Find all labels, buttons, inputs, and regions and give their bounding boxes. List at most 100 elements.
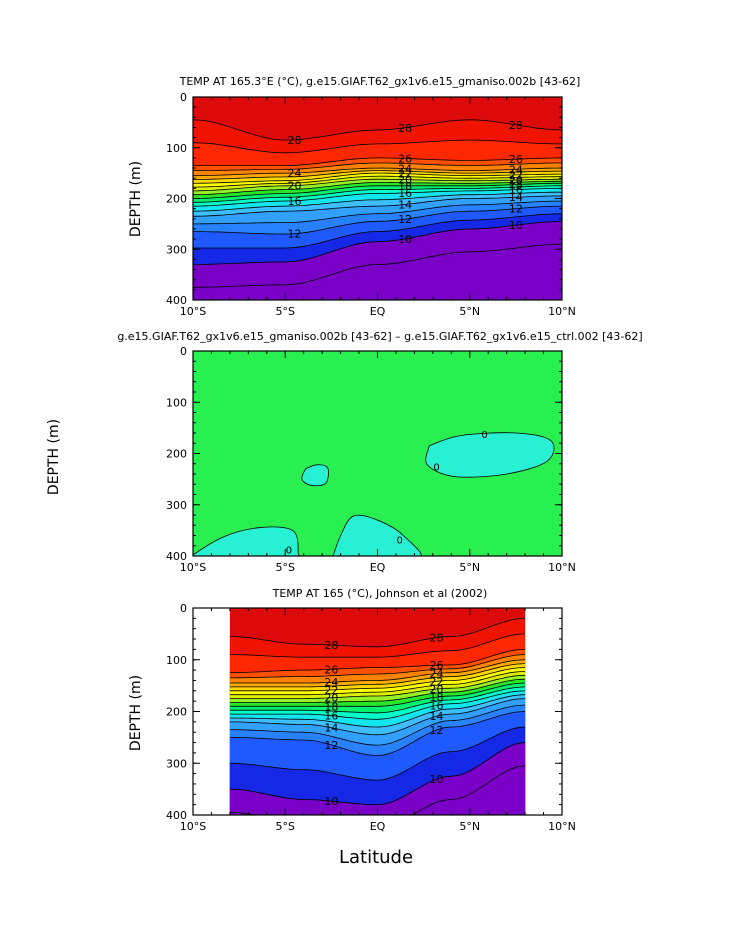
contour-line-13 (229, 704, 526, 746)
contour-label: 22 (509, 169, 523, 182)
contour-label: 20 (509, 174, 523, 187)
contour-line-9 (193, 243, 562, 288)
contour-label: 20 (324, 692, 338, 705)
contour-label: 10 (430, 773, 444, 786)
contour-label: 20 (398, 174, 412, 187)
contour-label: 18 (509, 179, 523, 192)
y-tick-label: 400 (166, 550, 187, 563)
contour-label: 20 (287, 180, 301, 193)
contour-line-17 (193, 185, 562, 203)
contour-line-11 (229, 726, 526, 781)
y-tick-label: 300 (166, 757, 187, 770)
contour-line-19 (193, 180, 562, 196)
contour-label: 16 (398, 187, 412, 200)
contour-label: 22 (398, 168, 412, 181)
contour-label: 18 (398, 180, 412, 193)
panel-1-ylabel: DEPTH (m) (128, 161, 144, 237)
contour-line-16 (193, 187, 562, 207)
contour-label: 12 (430, 724, 444, 737)
contour-line-28 (229, 618, 526, 648)
diff-blob-center-bottom (332, 514, 423, 556)
contour-line-13 (193, 200, 562, 225)
contour-label: 18 (430, 691, 444, 704)
contour-line-26 (229, 649, 526, 674)
contour-label: 28 (430, 632, 444, 645)
contour-line-21 (193, 175, 562, 188)
figure-xlabel: Latitude (339, 847, 413, 868)
contour-label: 22 (430, 675, 444, 688)
contour-line-12 (229, 711, 526, 756)
contour-line-10 (193, 220, 562, 265)
contour-line-24 (229, 659, 526, 684)
contour-label: 24 (324, 676, 338, 689)
x-tick-label: 5°N (459, 820, 480, 833)
contour-line-27 (193, 139, 562, 154)
contour-label: 28 (509, 119, 523, 132)
diff-contour-label: 0 (396, 536, 402, 547)
panel-3-title: TEMP AT 165 (°C), Johnson et al (2002) (272, 587, 488, 600)
y-tick-label: 0 (180, 602, 187, 615)
contour-label: 14 (509, 191, 523, 204)
contour-label: 28 (324, 639, 338, 652)
fill-band-10 (229, 742, 526, 815)
panel-1-contour-lines (193, 119, 562, 288)
contour-line-9 (229, 765, 526, 815)
fill-band-9 (193, 244, 562, 300)
x-tick-label: 10°N (548, 305, 576, 318)
x-tick-label: EQ (370, 305, 386, 318)
contour-line-23 (229, 663, 526, 688)
contour-label: 20 (430, 683, 444, 696)
diff-blob-south-bottom (193, 526, 301, 556)
x-tick-label: 10°S (180, 561, 206, 574)
contour-label: 22 (324, 684, 338, 697)
contour-label: 24 (287, 167, 301, 180)
panel-3-fill-layers (229, 608, 526, 815)
contour-line-14 (193, 195, 562, 217)
contour-label: 28 (398, 122, 412, 135)
contour-line-20 (193, 178, 562, 192)
contour-line-18 (229, 682, 526, 707)
contour-label: 24 (430, 667, 444, 680)
diff-blob-north (425, 432, 555, 478)
contour-line-27 (229, 633, 526, 658)
contour-label: 28 (287, 134, 301, 147)
contour-label: 10 (324, 795, 338, 808)
panel-3-ylabel: DEPTH (m) (128, 675, 144, 751)
contour-label: 26 (324, 663, 338, 676)
panel-model-temperature: TEMP AT 165.3°E (°C), g.e15.GIAF.T62_gx1… (128, 75, 580, 318)
x-tick-label: 5°S (276, 820, 295, 833)
contour-label: 26 (430, 659, 444, 672)
contour-label: 26 (398, 152, 412, 165)
contour-line-25 (229, 654, 526, 679)
diff-contour-label: 0 (433, 462, 439, 473)
contour-line-28 (193, 119, 562, 141)
contour-label: 26 (509, 153, 523, 166)
contour-label: 10 (509, 219, 523, 232)
contour-label: 16 (324, 710, 338, 723)
contour-line-18 (193, 182, 562, 199)
x-tick-label: 10°N (548, 561, 576, 574)
contour-line-22 (193, 172, 562, 184)
y-tick-label: 0 (180, 91, 187, 104)
contour-label: 10 (398, 233, 412, 246)
x-tick-label: 5°S (276, 305, 295, 318)
y-tick-label: 100 (166, 396, 187, 409)
y-tick-label: 400 (166, 294, 187, 307)
x-tick-label: EQ (370, 820, 386, 833)
contour-label: 16 (509, 184, 523, 197)
diff-contour-label: 0 (286, 545, 292, 556)
y-tick-label: 200 (166, 706, 187, 719)
contour-line-17 (229, 686, 526, 714)
y-tick-label: 300 (166, 499, 187, 512)
contour-line-22 (229, 667, 526, 692)
contour-line-11 (193, 213, 562, 249)
x-tick-label: EQ (370, 561, 386, 574)
contour-label: 18 (324, 700, 338, 713)
contour-line-10 (229, 742, 526, 806)
contour-line-12 (193, 205, 562, 235)
panel-2-axes: 10°S 5°S EQ 5°N 10°N 0 100 200 300 400 (166, 345, 576, 574)
y-tick-label: 400 (166, 809, 187, 822)
contour-label: 12 (287, 228, 301, 241)
